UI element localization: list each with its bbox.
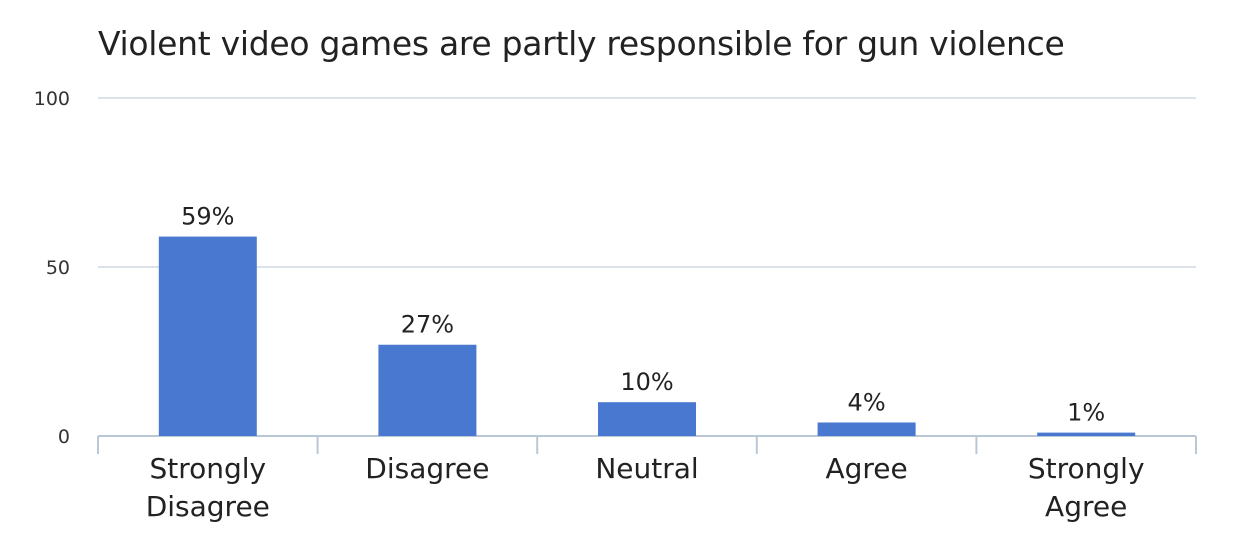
bar bbox=[378, 344, 477, 436]
x-tick-label: Disagree bbox=[365, 452, 489, 485]
bar bbox=[158, 236, 257, 436]
data-label: 10% bbox=[620, 368, 673, 396]
x-tick-label: Agree bbox=[1045, 490, 1127, 523]
bar bbox=[598, 402, 696, 436]
x-tick-label: Disagree bbox=[146, 490, 270, 523]
x-tick-label: Strongly bbox=[1028, 452, 1145, 485]
y-tick-label: 50 bbox=[46, 257, 70, 279]
bar bbox=[1037, 432, 1136, 436]
data-label: 59% bbox=[181, 203, 234, 231]
chart-title: Violent video games are partly responsib… bbox=[98, 24, 1065, 63]
x-tick-label: Neutral bbox=[595, 452, 698, 485]
x-tick-label: Strongly bbox=[149, 452, 266, 485]
data-label: 1% bbox=[1067, 399, 1105, 427]
data-label: 4% bbox=[848, 388, 886, 416]
y-tick-label: 100 bbox=[34, 88, 70, 110]
y-tick-label: 0 bbox=[58, 426, 70, 448]
data-label: 27% bbox=[401, 311, 454, 339]
bar bbox=[817, 422, 916, 436]
x-tick-label: Agree bbox=[825, 452, 907, 485]
